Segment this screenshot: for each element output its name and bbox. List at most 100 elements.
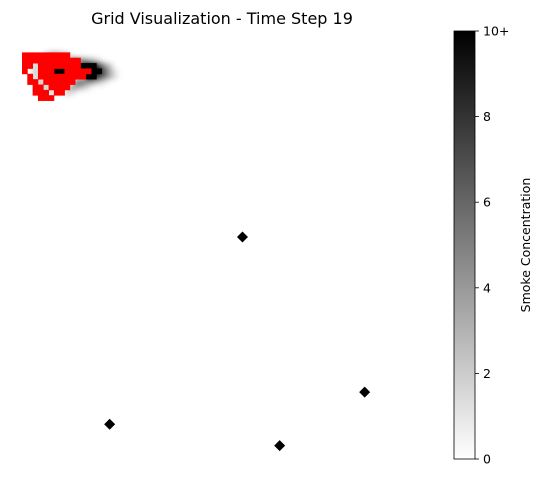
fire-cell	[37, 84, 44, 91]
fire-cell	[53, 63, 60, 69]
fire-cell	[32, 52, 39, 59]
smoke-cell	[75, 84, 81, 91]
fire-cell	[59, 79, 65, 85]
fire-cell	[48, 84, 55, 91]
fire-cell	[69, 79, 76, 85]
fire-cell	[27, 52, 34, 59]
fire-cell	[37, 89, 44, 96]
fire-cell	[59, 89, 65, 96]
smoke-cell	[48, 89, 55, 96]
fire-cell	[43, 79, 49, 85]
fire-cell	[59, 63, 65, 69]
colorbar-tick-label: 4	[483, 280, 491, 295]
fire-cell	[37, 73, 44, 80]
sensor-marker	[274, 440, 286, 452]
smoke-cell	[101, 63, 108, 69]
fire-cell	[59, 52, 65, 59]
plot-area	[22, 52, 371, 452]
fire-cell	[48, 68, 55, 75]
smoke-core-layer	[53, 63, 102, 80]
smoke-core-cell	[91, 63, 97, 69]
fire-cell	[37, 57, 44, 64]
smoke-cell	[101, 79, 108, 85]
smoke-cell	[101, 73, 108, 80]
fire-cell	[75, 73, 81, 80]
colorbar-ticks: 0 2 4 6 8 10+	[475, 24, 509, 467]
fire-cell	[43, 63, 49, 69]
fire-cell	[64, 73, 71, 80]
fire-cell	[48, 63, 55, 69]
fire-cell	[22, 52, 28, 59]
fire-cell	[64, 84, 71, 91]
smoke-core-cell	[91, 73, 97, 80]
smoke-core-cell	[59, 68, 65, 75]
colorbar-tick-label: 8	[483, 109, 491, 124]
smoke-cell	[80, 79, 87, 85]
fire-cell	[48, 52, 55, 59]
smoke-cell	[91, 57, 97, 64]
fire-cell	[22, 63, 28, 69]
smoke-cell	[32, 73, 39, 80]
smoke-cell	[85, 79, 92, 85]
fire-cell	[69, 57, 76, 64]
smoke-core-cell	[96, 68, 102, 75]
smoke-core-cell	[80, 63, 87, 69]
fire-cell	[53, 57, 60, 64]
smoke-cell	[64, 89, 71, 96]
colorbar-label: Smoke Concentration	[518, 178, 533, 313]
fire-cell	[43, 95, 49, 101]
fire-cell	[43, 89, 49, 96]
smoke-cell	[107, 73, 113, 80]
fire-cell	[43, 73, 49, 80]
fire-cell	[48, 57, 55, 64]
fire-cell	[48, 73, 55, 80]
smoke-core-cell	[53, 68, 60, 75]
sensor-marker	[104, 418, 116, 430]
fire-layer	[22, 52, 92, 101]
fire-cell	[53, 73, 60, 80]
colorbar-tick-label: 0	[483, 452, 491, 467]
fire-cell	[75, 68, 81, 75]
fire-cell	[48, 95, 55, 101]
fire-cell	[53, 79, 60, 85]
smoke-cell	[43, 84, 49, 91]
fire-cell	[64, 57, 71, 64]
smoke-cell	[107, 63, 113, 69]
fire-cell	[32, 79, 39, 85]
fire-cell	[85, 68, 92, 75]
fire-cell	[37, 95, 44, 101]
smoke-cell	[96, 57, 102, 64]
smoke-cell	[80, 57, 87, 64]
fire-cell	[69, 63, 76, 69]
fire-cell	[59, 84, 65, 91]
fire-cell	[75, 57, 81, 64]
fire-cell	[53, 52, 60, 59]
smoke-cell	[112, 68, 118, 75]
fire-cell	[32, 57, 39, 64]
smoke-cell	[91, 79, 97, 85]
fire-cell	[69, 68, 76, 75]
fire-cell	[22, 68, 28, 75]
smoke-cell	[96, 73, 102, 80]
fire-cell	[22, 57, 28, 64]
smoke-cell	[80, 84, 87, 91]
chart-title: Grid Visualization - Time Step 19	[91, 9, 353, 28]
colorbar: 0 2 4 6 8 10+ Smoke Concentration	[453, 24, 533, 467]
marker-layer	[104, 231, 371, 452]
smoke-cell	[101, 68, 108, 75]
fire-cell	[48, 79, 55, 85]
fire-cell	[53, 84, 60, 91]
fire-cell	[27, 57, 34, 64]
sensor-marker	[359, 386, 371, 398]
sensor-marker	[236, 231, 248, 243]
fire-cell	[27, 73, 34, 80]
smoke-cell	[69, 89, 76, 96]
smoke-core-cell	[91, 68, 97, 75]
fire-cell	[75, 63, 81, 69]
fire-cell	[43, 57, 49, 64]
smoke-cell	[75, 79, 81, 85]
fire-cell	[53, 89, 60, 96]
fire-cell	[37, 52, 44, 59]
smoke-cell	[96, 79, 102, 85]
